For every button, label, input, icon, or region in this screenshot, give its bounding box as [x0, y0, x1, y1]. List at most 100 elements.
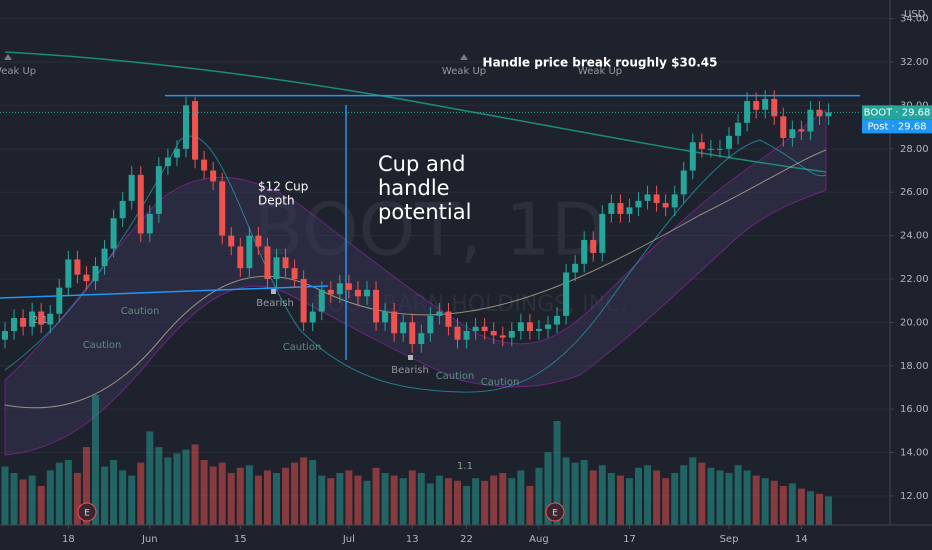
candle-body: [635, 200, 642, 208]
watermark: BOOT, 1D: [254, 188, 606, 272]
x-tick-label: Jun: [141, 534, 158, 545]
volume-bar: [19, 479, 27, 525]
x-tick-label: 15: [234, 534, 247, 545]
volume-bar: [544, 452, 552, 525]
volume-bar: [553, 421, 561, 525]
volume-bar: [454, 480, 461, 525]
volume-bar: [245, 465, 253, 525]
volume-bar: [725, 473, 733, 525]
candle-body: [671, 194, 678, 208]
volume-bar: [426, 483, 434, 525]
volume-bar: [46, 470, 54, 525]
volume-bar: [562, 457, 570, 525]
candle-body: [735, 122, 742, 136]
candle-body: [572, 263, 579, 273]
volume-bar: [64, 460, 72, 525]
annotation-pattern: handle: [378, 176, 450, 200]
candle-body: [183, 105, 189, 149]
candle-body: [807, 109, 814, 132]
candle-body: [38, 311, 45, 325]
volume-bar: [390, 475, 398, 525]
candle-body: [101, 248, 108, 266]
signal-label: Weak Up: [442, 66, 486, 77]
candle-body: [563, 272, 570, 316]
signal-label: Caution: [436, 371, 475, 382]
candle-body: [780, 116, 787, 138]
candle-body: [83, 274, 90, 282]
volume-bar: [607, 473, 615, 525]
candle-body: [789, 129, 796, 138]
candle-body: [680, 170, 687, 195]
volume-bar: [182, 449, 190, 525]
volume-bar: [399, 478, 407, 525]
y-tick-label: 34.00: [900, 14, 929, 25]
earnings-marker[interactable]: [77, 502, 97, 522]
candle-body: [345, 283, 352, 290]
candle-body: [74, 259, 81, 275]
axis: 12.00 14.00 16.00 18.00 20.00 22.00 24.00 26.00…: [62, 14, 932, 545]
volume-bar: [381, 473, 389, 525]
bollinger-line: [4, 135, 827, 393]
volume-bar: [698, 462, 706, 525]
volume-bar: [336, 473, 344, 525]
y-tick-label: 32.00: [900, 57, 929, 68]
candle-body: [545, 324, 551, 329]
x-tick-label: Aug: [529, 534, 549, 545]
x-tick-label: 18: [62, 534, 75, 545]
candle-body: [300, 278, 307, 323]
candle-body: [309, 311, 316, 323]
candle-body: [137, 174, 144, 234]
candle-body: [291, 268, 298, 279]
candle-body: [707, 148, 714, 150]
y-tick-label: 12.00: [900, 491, 929, 502]
volume-bar: [435, 475, 443, 525]
earnings-label: E: [84, 509, 90, 519]
volume-bar: [580, 460, 588, 525]
candle-body: [336, 283, 343, 295]
signal-label: Bearish: [256, 298, 294, 309]
earnings-marker[interactable]: [545, 502, 565, 522]
volume-bar: [571, 462, 579, 525]
candle-body: [698, 142, 705, 149]
candle-body: [155, 166, 162, 214]
volume-bar: [372, 467, 380, 525]
candle-body: [128, 174, 135, 201]
candle-body: [192, 101, 199, 160]
volume-bar: [535, 467, 543, 525]
volume-bar: [589, 470, 597, 525]
candle-body: [273, 257, 280, 279]
candle-body: [20, 318, 27, 327]
plot: [0, 90, 860, 525]
candle-body: [47, 313, 54, 325]
volume-bar: [291, 462, 299, 525]
candle-body: [373, 289, 380, 323]
price-tag-label: BOOT · 29.68: [864, 107, 931, 118]
volume-bar: [209, 466, 217, 525]
y-tick-label: 24.00: [900, 231, 929, 242]
candle-body: [382, 311, 389, 323]
y-tick-label: 28.00: [900, 144, 929, 155]
volume-bar: [761, 478, 769, 525]
candle-body: [56, 287, 63, 314]
volume-bar: [28, 475, 36, 525]
volume-bar: [598, 465, 606, 525]
candle-body: [210, 170, 217, 182]
annotation-pattern: potential: [378, 200, 471, 224]
moving-average-200: [4, 51, 827, 173]
volume-bar: [517, 470, 525, 525]
candle-body: [508, 331, 515, 338]
volume-bar: [309, 460, 317, 525]
volume-bar: [463, 486, 471, 525]
volume-bar: [816, 493, 823, 525]
price-tag: [862, 119, 932, 134]
signal-label: Weak Up: [0, 66, 36, 77]
candle-body: [535, 328, 542, 332]
volume-bar: [218, 462, 226, 525]
x-tick-label: 22: [460, 534, 473, 545]
volume-bar: [788, 483, 796, 525]
y-tick-label: 16.00: [900, 404, 929, 415]
volume-bar: [653, 470, 661, 525]
annotation-depth: Depth: [258, 194, 295, 208]
candle-body: [354, 289, 361, 297]
